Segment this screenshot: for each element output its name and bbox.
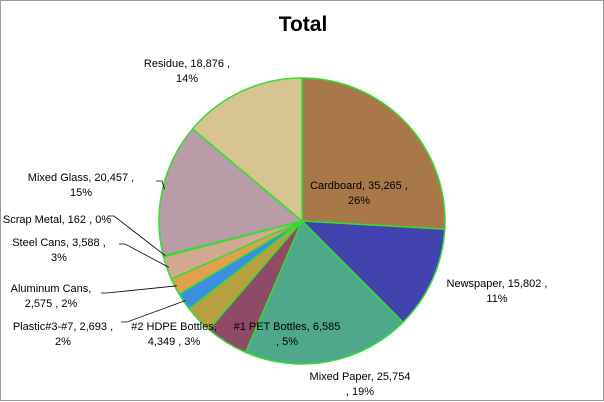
data-label: #2 HDPE Bottles, 4,349 , 3% xyxy=(131,321,217,348)
data-label: Mixed Glass, 20,457 , 15% xyxy=(28,172,134,199)
data-label-line: 14% xyxy=(176,73,198,85)
leader-line xyxy=(101,285,177,294)
data-label-line: Steel Cans, 3,588 , xyxy=(12,237,106,249)
leader-line xyxy=(108,215,166,257)
data-label-line: Plastic#3-#7, 2,693 , xyxy=(13,321,113,333)
data-label-line: 11% xyxy=(486,293,507,305)
pie-slices xyxy=(158,77,446,365)
data-label-line: , 5% xyxy=(276,336,298,348)
data-label: Aluminum Cans, 2,575 , 2% xyxy=(11,283,92,310)
data-label: Mixed Paper, 25,754 , 19% xyxy=(310,371,411,398)
pie-slice xyxy=(301,77,446,230)
chart-title: Total xyxy=(278,13,328,36)
data-label-line: 26% xyxy=(348,195,370,207)
data-label-line: 15% xyxy=(70,187,92,199)
data-labels: Cardboard, 35,265 , 26% Newspaper, 15,802 … xyxy=(3,58,548,398)
data-label-line: Residue, 18,876 , xyxy=(144,58,230,70)
data-label-line: 3% xyxy=(51,252,67,264)
leader-lines xyxy=(101,180,186,323)
data-label-line: Mixed Paper, 25,754 xyxy=(310,371,411,383)
data-label-line: #2 HDPE Bottles, xyxy=(131,321,217,333)
data-label: Newspaper, 15,802 , 11% xyxy=(447,278,548,305)
data-label-line: , 19% xyxy=(346,386,374,398)
data-label: Plastic#3-#7, 2,693 , 2% xyxy=(13,321,113,348)
data-label: #1 PET Bottles, 6,585 , 5% xyxy=(234,321,341,348)
data-label-line: 2,575 , 2% xyxy=(25,298,78,310)
data-label-line: #1 PET Bottles, 6,585 xyxy=(234,321,341,333)
pie-slice xyxy=(191,77,303,223)
leader-line xyxy=(121,300,186,323)
data-label-line: Mixed Glass, 20,457 , xyxy=(28,172,134,184)
data-label: Cardboard, 35,265 , 26% xyxy=(310,180,408,207)
data-label: Scrap Metal, 162 , 0% xyxy=(3,214,111,226)
data-label: Steel Cans, 3,588 , 3% xyxy=(12,237,106,264)
data-label-line: Aluminum Cans, xyxy=(11,283,92,295)
leader-line xyxy=(156,180,165,190)
pie-slice xyxy=(300,220,446,324)
data-label-line: Cardboard, 35,265 , xyxy=(310,180,408,192)
pie-slice xyxy=(158,127,304,257)
data-label: Residue, 18,876 , 14% xyxy=(144,58,230,85)
leader-line xyxy=(119,243,170,268)
data-label-line: 2% xyxy=(55,336,71,348)
pie-slice xyxy=(244,219,405,365)
data-label-line: Scrap Metal, 162 , 0% xyxy=(3,214,111,226)
data-label-line: 4,349 , 3% xyxy=(148,336,201,348)
data-label-line: Newspaper, 15,802 , xyxy=(447,278,548,290)
